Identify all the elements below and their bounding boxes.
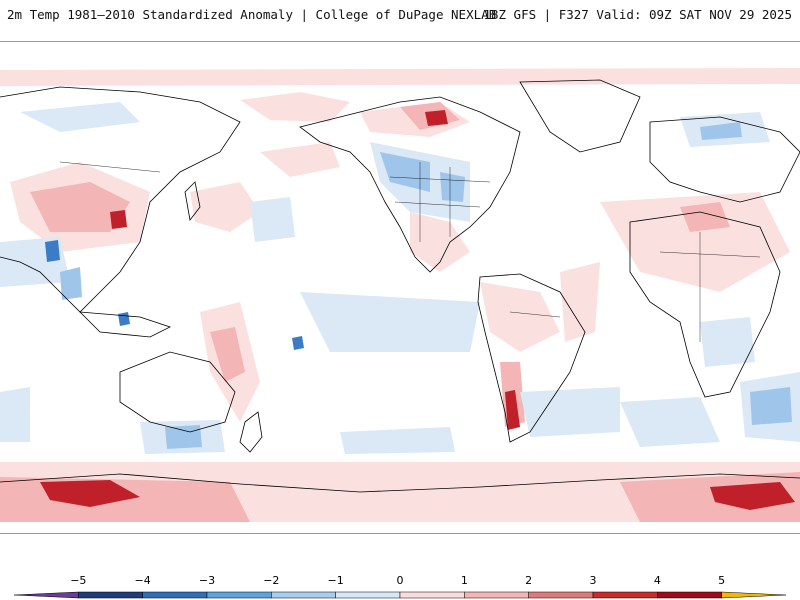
colorbar-tick-label: 1 (461, 574, 468, 587)
colorbar-tick-label: −1 (328, 574, 344, 587)
greenland-coast (519, 79, 641, 153)
europe-coast (649, 116, 800, 203)
anomaly-map (0, 41, 800, 534)
colorbar-tick-label: 4 (654, 574, 661, 587)
australia-coast (119, 351, 236, 433)
colorbar-swatch (399, 591, 465, 599)
south-america-coast (477, 273, 586, 443)
colorbar-swatch (335, 591, 401, 599)
colorbar-tick-label: 3 (590, 574, 597, 587)
colorbar-extend-low (13, 591, 79, 599)
colorbar-swatch (528, 591, 594, 599)
antarctica-coast (0, 473, 800, 493)
colorbar-tick-label: −2 (263, 574, 279, 587)
map-header: 2m Temp 1981–2010 Standardized Anomaly |… (0, 0, 800, 40)
colorbar-tick-label: 0 (397, 574, 404, 587)
warm-anomaly-shading (0, 68, 800, 522)
colorbar-tick-label: −5 (70, 574, 86, 587)
colorbar-tick-label: 5 (718, 574, 725, 587)
colorbar-extend-high (721, 591, 787, 599)
colorbar-swatch (142, 591, 208, 599)
cool-anomaly-mid (60, 122, 792, 449)
colorbar-swatch (592, 591, 658, 599)
world-map (0, 68, 800, 522)
colorbar-swatch (464, 591, 529, 599)
africa-coast (629, 211, 781, 398)
political-borders (59, 161, 761, 342)
japan-coast (184, 181, 201, 221)
warm-anomaly-strong (40, 110, 795, 510)
colorbar-tick-label: −4 (135, 574, 151, 587)
colorbar-swatch (78, 591, 143, 599)
colorbar-swatch (657, 591, 722, 599)
new-zealand-coast (239, 411, 263, 453)
colorbar-tick-label: 2 (525, 574, 532, 587)
colorbar: −5 −4 −3 −2 −1 0 1 2 3 4 5 (0, 560, 800, 600)
indonesia-coast (78, 311, 172, 338)
cool-anomaly-strong (45, 240, 304, 350)
model-run-info: 18Z GFS | F327 Valid: 09Z SAT NOV 29 202… (483, 7, 792, 22)
eurasia-coast (0, 86, 241, 313)
map-title: 2m Temp 1981–2010 Standardized Anomaly |… (7, 7, 497, 22)
colorbar-swatch (206, 591, 272, 599)
coastlines (0, 79, 800, 493)
colorbar-swatch (271, 591, 336, 599)
colorbar-boxes (13, 591, 787, 599)
colorbar-tick-label: −3 (199, 574, 215, 587)
colorbar-labels: −5 −4 −3 −2 −1 0 1 2 3 4 5 (70, 574, 725, 587)
north-america-coast (299, 96, 521, 273)
